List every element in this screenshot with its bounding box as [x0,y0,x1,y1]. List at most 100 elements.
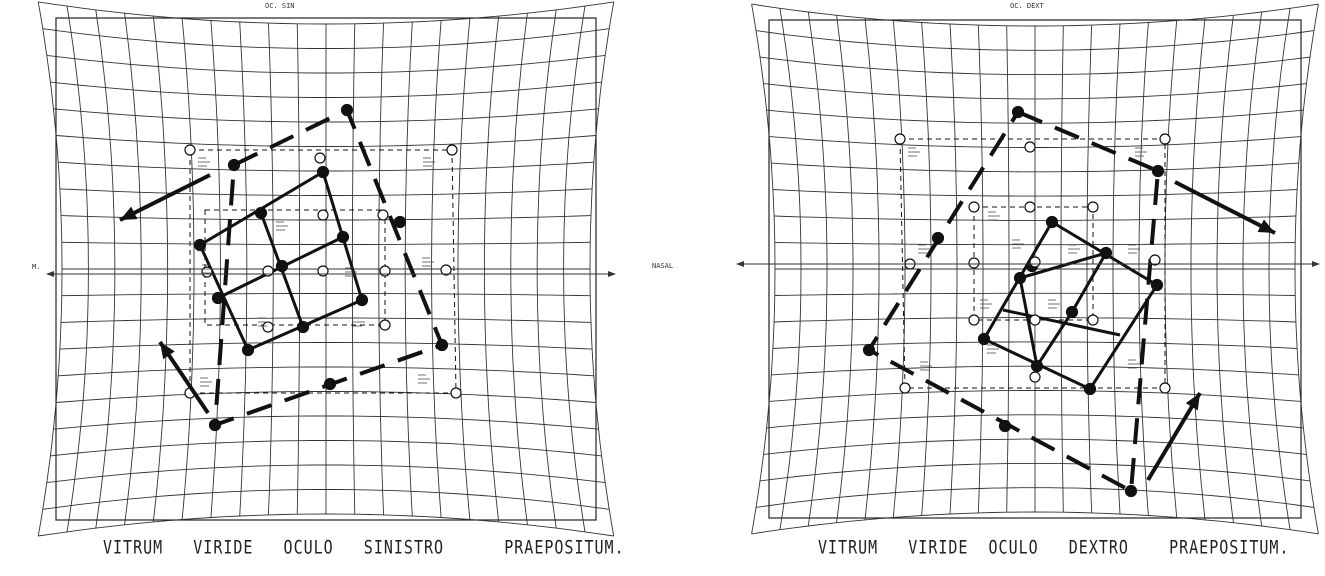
right-annotation-mark [908,147,920,157]
grid-line-horizontal [61,293,591,297]
left-arrow-upper [119,173,211,222]
right-chart-title: OC. DEXT [1010,2,1044,10]
grid-line-vertical [1164,20,1178,518]
grid-line-vertical [483,16,500,522]
right-arrow-upper-head [1257,219,1275,233]
grid-line-vertical [37,1,63,537]
right-plot-point [1083,382,1097,396]
grid-frame [55,17,597,521]
left-plot-point [336,230,350,244]
right-annotation-mark [1048,299,1060,309]
horizontal-axes [46,261,1320,277]
grid-line-vertical [1268,8,1291,530]
left-side-label: M. [32,263,41,271]
right-annotation-mark [920,361,932,371]
right-arrow-lower-head [1185,393,1200,411]
left-annotation-mark [345,267,357,277]
right-axis-arrowhead-right [1312,261,1320,267]
grid-line-horizontal [38,513,614,537]
left-arrow-lower-head [160,342,175,360]
grid-line-vertical [1216,15,1234,523]
left-annotation-mark [202,264,214,274]
right-plot-point [977,332,991,346]
grid-line-vertical [536,9,557,529]
left-plot-point [340,103,354,117]
grid-line-vertical [1086,25,1093,513]
left-reference-point [317,209,329,221]
left-reference-point [379,319,391,331]
left-plot-point [193,238,207,252]
grid-line-horizontal [755,487,1315,508]
grid-line-horizontal [42,489,610,510]
grid-line-horizontal [774,292,1296,296]
left-caption: VITRUM VIRIDE OCULO SINISTRO PRAEPOSITUM… [103,536,625,559]
right-inner-cross-d [1035,311,1074,367]
left-annotation-mark [276,221,288,231]
left-plot-point [208,418,222,432]
right-inner-reference [973,206,1094,321]
right-reference-point [968,257,980,269]
grid-line-horizontal [759,462,1311,482]
grid-line-horizontal [772,341,1298,349]
grid-line-vertical [1294,4,1319,534]
left-arrow-upper-head [120,206,138,220]
left-reference-point [184,144,196,156]
left-plot-point [254,206,268,220]
left-axis-arrowhead-left [46,271,54,277]
grid-line-horizontal [769,390,1301,402]
right-annotation-mark [1135,147,1147,157]
left-plot-point [355,293,369,307]
right-annotation-mark [1128,244,1140,254]
grid-line-horizontal [46,464,606,484]
right-plot-point [1124,484,1138,498]
right-arrow-upper [1174,180,1276,235]
grid-line-horizontal [59,342,593,350]
right-plot-point [1011,105,1025,119]
grid-line-horizontal [60,317,592,323]
right-reference-point [968,201,980,213]
left-plot-point [275,259,289,273]
left-plot-point [323,377,337,391]
left-plot-point [316,165,330,179]
left-eye-chart [37,1,615,537]
grid-line-vertical [1138,22,1149,516]
grid-line-vertical [431,20,442,518]
left-plot-point [211,291,225,305]
grid-line-vertical [1112,23,1121,515]
right-reference-point [1087,201,1099,213]
left-plot-point [227,158,241,172]
left-annotation-mark [423,157,435,167]
left-chart-title: OC. SIN [265,2,295,10]
right-plot-point [1151,164,1165,178]
left-reference-point [377,209,389,221]
grid-line-vertical [510,13,528,525]
right-reference-point [1159,133,1171,145]
right-plot-point [1045,215,1059,229]
grid-line-vertical [563,6,586,532]
left-annotation-mark [422,257,434,267]
left-annotation-mark [200,377,212,387]
right-reference-point [1087,314,1099,326]
grid-line-vertical [589,1,615,537]
grid-line-horizontal [58,366,594,377]
right-plot-point [931,231,945,245]
right-reference-point [1149,254,1161,266]
right-reference-point [1024,201,1036,213]
right-inner-cross-a [1018,277,1039,367]
right-outer-dashed-plot [866,109,1161,495]
left-reference-point [314,152,326,164]
right-axis-arrowhead-left [736,261,744,267]
left-plot-point [296,320,310,334]
right-plot-point [1065,305,1079,319]
right-plot-point [1150,278,1164,292]
right-annotation-mark [1012,239,1024,249]
right-inner-cross-e [1002,308,1121,337]
left-reference-point [201,266,213,278]
left-reference-point [440,264,452,276]
right-arrow-lower [1146,391,1202,482]
right-eye-chart [751,3,1319,535]
right-annotation-mark [1068,244,1080,254]
right-plot-point [862,343,876,357]
